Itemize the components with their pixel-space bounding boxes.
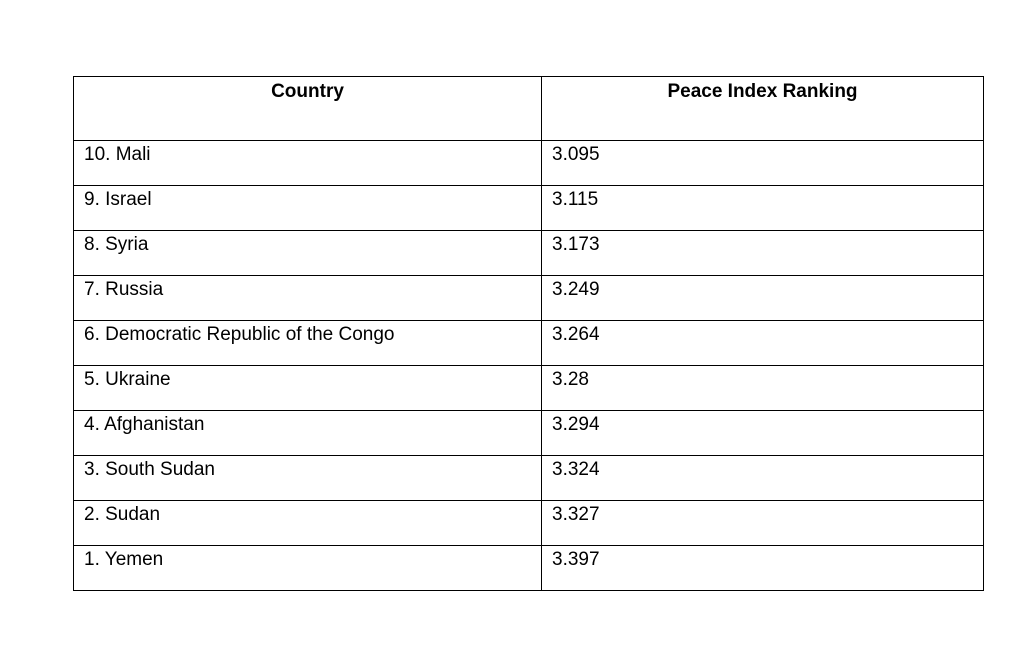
table-row: 1. Yemen 3.397	[73, 545, 984, 591]
table-row: 9. Israel 3.115	[73, 185, 984, 231]
peace-index-score: 3.249	[552, 279, 600, 300]
country-cell: 8. Syria	[73, 230, 542, 276]
table-row: 2. Sudan 3.327	[73, 500, 984, 546]
score-cell: 3.324	[541, 455, 984, 501]
peace-index-table: Country Peace Index Ranking 10. Mali 3.0…	[73, 76, 984, 591]
country-cell: 2. Sudan	[73, 500, 542, 546]
country-name: 5. Ukraine	[84, 369, 171, 390]
peace-index-score: 3.28	[552, 369, 589, 390]
table-row: 8. Syria 3.173	[73, 230, 984, 276]
country-name: 4. Afghanistan	[84, 414, 205, 435]
country-name: 10. Mali	[84, 144, 151, 165]
country-cell: 9. Israel	[73, 185, 542, 231]
column-header-country: Country	[73, 76, 542, 141]
country-name: 9. Israel	[84, 189, 152, 210]
country-name: 3. South Sudan	[84, 459, 215, 480]
peace-index-score: 3.294	[552, 414, 600, 435]
country-cell: 3. South Sudan	[73, 455, 542, 501]
score-cell: 3.095	[541, 140, 984, 186]
column-header-peace-index: Peace Index Ranking	[541, 76, 984, 141]
country-name: 2. Sudan	[84, 504, 161, 525]
table-header-row: Country Peace Index Ranking	[73, 76, 984, 141]
country-name: 8. Syria	[84, 234, 149, 255]
table-row: 3. South Sudan 3.324	[73, 455, 984, 501]
score-cell: 3.173	[541, 230, 984, 276]
score-cell: 3.327	[541, 500, 984, 546]
score-cell: 3.294	[541, 410, 984, 456]
peace-index-score: 3.115	[552, 189, 599, 210]
country-cell: 6. Democratic Republic of the Congo	[73, 320, 542, 366]
country-cell: 4. Afghanistan	[73, 410, 542, 456]
table-row: 6. Democratic Republic of the Congo 3.26…	[73, 320, 984, 366]
score-cell: 3.249	[541, 275, 984, 321]
country-cell: 1. Yemen	[73, 545, 542, 591]
table-row: 10. Mali 3.095	[73, 140, 984, 186]
score-cell: 3.115	[541, 185, 984, 231]
country-cell: 10. Mali	[73, 140, 542, 186]
table-row: 5. Ukraine 3.28	[73, 365, 984, 411]
country-cell: 7. Russia	[73, 275, 542, 321]
peace-index-score: 3.264	[552, 324, 600, 345]
country-cell: 5. Ukraine	[73, 365, 542, 411]
column-header-label: Country	[271, 81, 344, 102]
score-cell: 3.28	[541, 365, 984, 411]
score-cell: 3.264	[541, 320, 984, 366]
peace-index-score: 3.324	[552, 459, 600, 480]
column-header-label: Peace Index Ranking	[667, 81, 858, 102]
country-name: 1. Yemen	[84, 549, 164, 570]
peace-index-score: 3.095	[552, 144, 600, 165]
score-cell: 3.397	[541, 545, 984, 591]
table-row: 7. Russia 3.249	[73, 275, 984, 321]
peace-index-score: 3.173	[552, 234, 600, 255]
country-name: 6. Democratic Republic of the Congo	[84, 324, 395, 345]
table-row: 4. Afghanistan 3.294	[73, 410, 984, 456]
peace-index-score: 3.397	[552, 549, 600, 570]
country-name: 7. Russia	[84, 279, 164, 300]
peace-index-score: 3.327	[552, 504, 600, 525]
